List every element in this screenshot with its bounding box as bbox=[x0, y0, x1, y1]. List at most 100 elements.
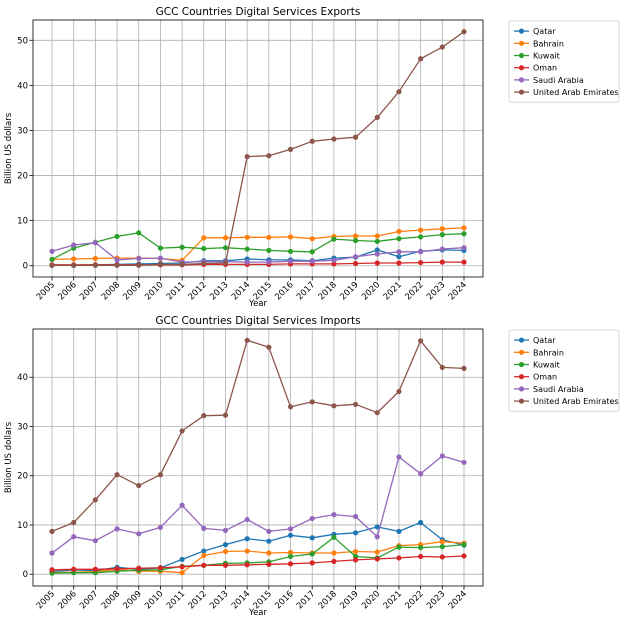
series-line bbox=[51, 455, 465, 554]
x-tick-label: 2020 bbox=[360, 280, 382, 302]
x-tick-label: 2012 bbox=[187, 280, 209, 302]
data-point bbox=[157, 565, 164, 571]
x-tick-label: 2009 bbox=[121, 280, 143, 302]
series-line bbox=[52, 31, 465, 266]
data-point bbox=[266, 550, 272, 556]
data-point bbox=[352, 254, 359, 260]
data-point bbox=[287, 561, 294, 567]
data-point bbox=[396, 236, 402, 242]
data-point bbox=[92, 255, 98, 262]
data-point bbox=[461, 29, 467, 35]
data-point bbox=[179, 556, 185, 563]
data-point bbox=[287, 526, 294, 532]
data-point bbox=[71, 262, 77, 268]
y-tick-label: 50 bbox=[17, 36, 28, 46]
data-point bbox=[461, 225, 467, 231]
data-point bbox=[244, 234, 250, 240]
chart-title: GCC Countries Digital Services Imports bbox=[155, 315, 360, 327]
data-point bbox=[374, 233, 380, 239]
legend-label: United Arab Emirates bbox=[533, 88, 619, 97]
chart-title: GCC Countries Digital Services Exports bbox=[156, 6, 361, 18]
data-point bbox=[201, 413, 207, 419]
data-point bbox=[157, 245, 164, 251]
data-point bbox=[179, 564, 185, 570]
legend-label: United Arab Emirates bbox=[533, 397, 619, 406]
data-point bbox=[418, 56, 424, 62]
data-point bbox=[461, 231, 467, 237]
data-point bbox=[222, 527, 229, 533]
data-point bbox=[287, 404, 294, 410]
x-tick-label: 2008 bbox=[100, 280, 122, 302]
x-tick-label: 2011 bbox=[165, 589, 187, 611]
data-point bbox=[287, 248, 294, 254]
data-point bbox=[222, 260, 229, 266]
x-tick-label: 2024 bbox=[447, 589, 469, 611]
y-tick-label: 30 bbox=[17, 126, 28, 136]
x-tick-label: 2019 bbox=[338, 589, 360, 611]
data-point bbox=[352, 548, 359, 555]
data-point bbox=[179, 428, 185, 434]
x-tick-label: 2007 bbox=[78, 280, 100, 302]
x-tick-label: 2009 bbox=[121, 589, 143, 611]
data-point bbox=[352, 134, 359, 140]
legend: Qatar Bahrain Kuwait Oman Saudi Arabia United… bbox=[508, 20, 620, 103]
y-tick-label: 10 bbox=[17, 521, 28, 531]
x-tick-label: 2013 bbox=[208, 589, 230, 611]
data-point bbox=[114, 566, 120, 572]
y-tick-label: 20 bbox=[17, 172, 28, 182]
data-point bbox=[396, 260, 402, 266]
data-point bbox=[352, 233, 359, 239]
y-axis-label: Billion US dollars bbox=[4, 421, 14, 493]
data-point bbox=[418, 259, 424, 266]
data-point bbox=[331, 403, 337, 409]
data-point bbox=[439, 226, 445, 232]
series-3 bbox=[49, 259, 467, 268]
data-point bbox=[49, 528, 55, 534]
legend-swatch-marker bbox=[518, 89, 525, 95]
data-point bbox=[396, 388, 402, 395]
x-tick-label: 2018 bbox=[317, 589, 339, 611]
legend-swatch-marker bbox=[518, 349, 525, 355]
x-tick-label: 2010 bbox=[143, 589, 165, 611]
x-tick-label: 2018 bbox=[317, 280, 339, 302]
data-point bbox=[439, 539, 445, 545]
x-tick-label: 2017 bbox=[295, 589, 317, 611]
data-point bbox=[374, 549, 380, 555]
legend-box bbox=[508, 329, 620, 412]
data-point bbox=[136, 565, 142, 571]
data-point bbox=[374, 260, 380, 266]
data-point bbox=[287, 553, 294, 560]
data-point bbox=[244, 562, 250, 568]
data-point bbox=[244, 246, 250, 252]
data-point bbox=[309, 560, 315, 566]
data-point bbox=[461, 553, 467, 559]
data-point bbox=[331, 236, 337, 242]
data-point bbox=[157, 472, 164, 478]
legend-label: Kuwait bbox=[533, 361, 560, 370]
data-point bbox=[352, 237, 359, 244]
data-point bbox=[374, 556, 380, 562]
data-point bbox=[461, 542, 467, 548]
data-point bbox=[374, 410, 380, 416]
series-3 bbox=[49, 553, 467, 573]
data-point bbox=[331, 261, 337, 267]
data-point bbox=[157, 524, 164, 531]
data-point bbox=[244, 536, 250, 542]
data-point bbox=[439, 44, 445, 50]
x-tick-label: 2023 bbox=[425, 589, 447, 611]
data-point bbox=[136, 255, 142, 262]
data-point bbox=[374, 251, 380, 257]
data-point bbox=[374, 247, 380, 253]
data-point bbox=[418, 234, 424, 240]
data-point bbox=[266, 153, 272, 159]
series-line bbox=[51, 555, 465, 571]
chart-0: GCC Countries Digital Services Exports 0 1… bbox=[4, 6, 620, 309]
data-point bbox=[374, 238, 380, 244]
data-point bbox=[461, 459, 467, 466]
series-4 bbox=[49, 453, 467, 556]
data-point bbox=[92, 497, 98, 503]
y-tick-label: 10 bbox=[17, 217, 28, 227]
legend: Qatar Bahrain Kuwait Oman Saudi Arabia United… bbox=[508, 329, 620, 412]
data-point bbox=[309, 138, 315, 144]
